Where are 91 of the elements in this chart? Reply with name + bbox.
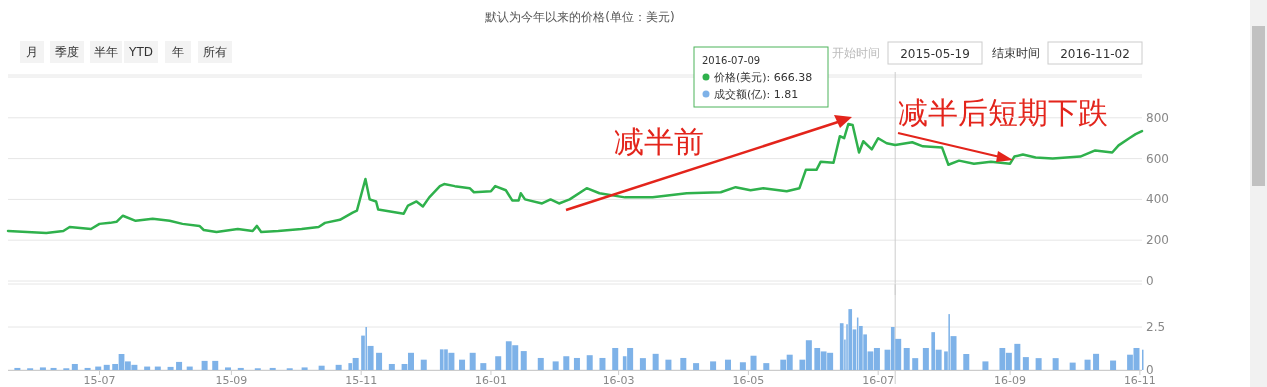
x-tick-label: 16-11 bbox=[1123, 374, 1156, 387]
bar bbox=[388, 363, 395, 370]
bar bbox=[225, 367, 232, 370]
bar bbox=[1084, 359, 1091, 370]
bar bbox=[848, 309, 853, 370]
x-tick-label: 16-01 bbox=[474, 374, 507, 387]
bar bbox=[693, 363, 700, 370]
bar bbox=[586, 355, 593, 370]
bar bbox=[724, 359, 731, 370]
bar bbox=[495, 356, 502, 370]
x-tick-label: 16-05 bbox=[732, 374, 765, 387]
text: YTD bbox=[128, 45, 153, 59]
bar bbox=[573, 357, 580, 370]
bar bbox=[1014, 343, 1021, 370]
bar bbox=[552, 361, 559, 370]
text: 开始时间 bbox=[832, 46, 880, 60]
bar bbox=[750, 355, 757, 370]
bar bbox=[71, 363, 78, 370]
text: 季度 bbox=[55, 45, 79, 59]
bar bbox=[680, 357, 687, 370]
text: 2015-05-19 bbox=[900, 47, 970, 61]
bar bbox=[480, 363, 487, 370]
bar bbox=[318, 365, 325, 370]
bar bbox=[176, 361, 183, 370]
text: 月 bbox=[26, 45, 38, 59]
y-tick-label: 0 bbox=[1146, 363, 1154, 377]
bar bbox=[50, 367, 57, 370]
text: 所有 bbox=[203, 45, 227, 59]
y-tick-label: 200 bbox=[1146, 233, 1169, 248]
bar bbox=[201, 360, 208, 370]
x-tick-label: 16-07 bbox=[862, 374, 895, 387]
bar bbox=[982, 361, 989, 370]
bar bbox=[448, 352, 455, 370]
bar bbox=[563, 356, 570, 370]
bar bbox=[739, 362, 746, 370]
annotation: 价格(美元): 666.38 bbox=[713, 71, 813, 84]
bar bbox=[103, 364, 110, 370]
bar bbox=[1093, 353, 1100, 370]
bar bbox=[1069, 362, 1076, 370]
bar bbox=[922, 347, 929, 370]
text: 年 bbox=[172, 45, 184, 59]
annotation: 成交额(亿): 1.81 bbox=[714, 88, 799, 101]
bar bbox=[1110, 360, 1117, 370]
chart-title: 默认为今年以来的价格(单位：美元) bbox=[484, 10, 675, 24]
y-tick-label: 0 bbox=[1146, 274, 1154, 288]
bar bbox=[84, 367, 91, 370]
bar bbox=[1035, 358, 1042, 370]
bar bbox=[301, 367, 308, 370]
bar bbox=[963, 354, 970, 370]
bar bbox=[710, 361, 717, 370]
annotation: 减半后短期下跌 bbox=[898, 95, 1108, 130]
bar bbox=[1052, 358, 1059, 370]
x-tick-label: 15-09 bbox=[215, 374, 248, 387]
bar bbox=[1022, 357, 1029, 370]
x-tick-label: 16-03 bbox=[602, 374, 635, 387]
bar bbox=[167, 366, 174, 370]
text: 结束时间 bbox=[992, 46, 1040, 60]
x-tick-label: 16-09 bbox=[994, 374, 1027, 387]
x-tick-label: 15-11 bbox=[345, 374, 378, 387]
bar bbox=[439, 349, 444, 370]
bar bbox=[420, 359, 427, 370]
bar bbox=[599, 357, 606, 370]
y-tick-label: 800 bbox=[1146, 110, 1169, 125]
bar bbox=[639, 358, 646, 370]
text: 2016-11-02 bbox=[1060, 47, 1130, 61]
x-tick-label: 15-07 bbox=[83, 374, 116, 387]
bar bbox=[212, 360, 219, 370]
bar bbox=[652, 353, 659, 370]
bar bbox=[612, 347, 619, 370]
bar bbox=[335, 364, 342, 370]
text: 2016-07-09 bbox=[702, 55, 761, 66]
bar bbox=[237, 367, 244, 370]
bar bbox=[469, 352, 476, 370]
bar bbox=[763, 363, 770, 370]
bar bbox=[665, 359, 672, 370]
annotation: 减半前 bbox=[614, 124, 704, 159]
bar bbox=[376, 352, 383, 370]
bar bbox=[459, 359, 466, 370]
y-tick-label: 600 bbox=[1146, 151, 1169, 166]
bar bbox=[537, 357, 544, 370]
bar bbox=[14, 367, 21, 370]
bar bbox=[352, 357, 359, 370]
bar bbox=[839, 323, 844, 370]
bar bbox=[39, 367, 46, 370]
bar bbox=[903, 347, 910, 370]
y-tick-label: 2.5 bbox=[1146, 320, 1166, 334]
bar bbox=[627, 347, 634, 370]
bar bbox=[269, 367, 276, 370]
bar bbox=[520, 351, 527, 370]
bar bbox=[912, 358, 919, 370]
y-tick-label: 400 bbox=[1146, 192, 1169, 207]
